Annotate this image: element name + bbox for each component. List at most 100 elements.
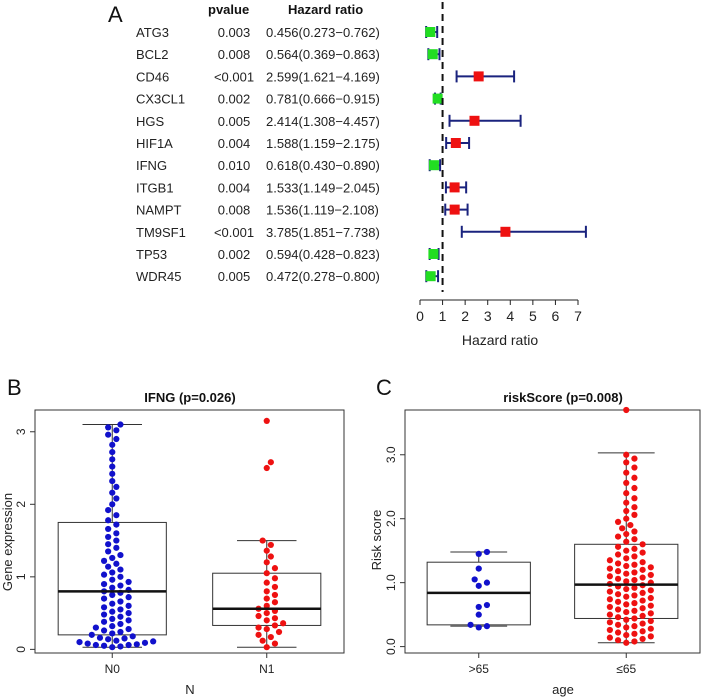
panel-letter-b: B	[7, 375, 22, 400]
box-c-y-tick-label: 3.0	[384, 446, 398, 463]
box-c-data-point	[647, 564, 654, 571]
box-c-data-point	[631, 592, 638, 599]
box-c-data-point	[623, 555, 630, 562]
box-b-data-point	[84, 640, 91, 647]
box-c-data-point	[467, 621, 474, 628]
box-c-data-point	[623, 593, 630, 600]
box-b-data-point	[100, 571, 108, 578]
box-c-data-point	[639, 597, 646, 604]
box-b-data-point	[109, 470, 116, 477]
box-c-data-point	[623, 616, 630, 623]
box-c-y-tick-label: 0.0	[384, 638, 398, 655]
box-c-data-point	[631, 536, 638, 543]
box-c-data-point	[639, 589, 646, 596]
box-c-data-point	[614, 637, 622, 644]
box-c-data-point	[631, 638, 638, 645]
box-b-data-point	[105, 507, 112, 514]
box-c-data-point	[623, 601, 630, 608]
box-b-data-point	[109, 554, 116, 562]
forest-gene-label: CD46	[136, 69, 169, 84]
box-c-data-point	[475, 582, 482, 589]
box-b-data-point	[113, 521, 120, 528]
box-b-data-point	[109, 576, 116, 583]
box-b-data-point	[259, 637, 266, 644]
box-b-data-point	[125, 641, 132, 649]
box-c-data-point	[623, 624, 630, 631]
forest-pvalue: 0.008	[218, 47, 251, 62]
forest-hr-text: 0.456(0.273−0.762)	[266, 25, 380, 40]
box-b-data-point	[263, 617, 270, 624]
forest-point	[428, 160, 439, 171]
box-b-data-point	[113, 530, 120, 537]
box-b-data-point	[113, 637, 120, 644]
box-c-data-point	[614, 551, 622, 558]
box-b-data-point	[271, 575, 279, 582]
box-b-data-point	[88, 631, 95, 638]
box-c-data-point	[606, 596, 613, 603]
box-b-data-point	[125, 578, 132, 586]
box-c-plot-frame	[404, 409, 701, 654]
box-c-data-point	[623, 451, 630, 458]
box-b-data-point	[113, 435, 120, 443]
box-c-data-point	[639, 612, 646, 620]
box-b-data-point	[280, 620, 287, 627]
box-b-data-point	[109, 569, 116, 576]
box-c-data-point	[631, 455, 638, 462]
box-b-data-point	[105, 525, 112, 533]
box-c-data-point	[606, 573, 613, 580]
box-c-data-point	[623, 530, 630, 538]
forest-gene-label: HIF1A	[136, 136, 173, 151]
box-b-data-point	[117, 551, 124, 559]
box-c-data-point	[606, 588, 613, 595]
box-c-data-point	[475, 550, 482, 557]
box-c-y-tick-label: 1.0	[384, 574, 398, 591]
forest-hr-text: 1.588(1.159−2.175)	[266, 136, 380, 151]
box-c-data-point	[631, 545, 638, 552]
box-c-data-point	[631, 464, 638, 471]
forest-point	[473, 71, 484, 82]
box-c-data-point	[623, 515, 630, 522]
box-b-data-point	[109, 441, 116, 448]
box-c-data-point	[631, 607, 638, 614]
box-c-data-point	[631, 528, 638, 535]
box-b-data-point	[113, 427, 120, 434]
box-c-data-point	[631, 511, 638, 518]
box-b-data-point	[271, 565, 279, 572]
box-c-data-point	[623, 570, 630, 577]
box-b-data-point	[92, 641, 99, 649]
box-b-data-point	[271, 583, 279, 591]
box-b-data-point	[263, 579, 270, 586]
box-b-data-point	[267, 541, 274, 549]
box-b-data-point	[105, 517, 112, 524]
box-b-data-point	[150, 638, 157, 645]
box-b-x-tick-label: N1	[259, 662, 275, 676]
forest-x-tick-label: 7	[574, 308, 582, 324]
box-c-data-point	[631, 615, 638, 622]
box-b-data-point	[263, 588, 270, 595]
box-b-data-point	[109, 477, 116, 485]
forest-header-pvalue: pvalue	[208, 2, 249, 17]
box-b-data-point	[76, 639, 83, 646]
box-c-data-point	[623, 469, 630, 476]
box-b-data-point	[129, 633, 136, 640]
box-b-data-point	[100, 604, 108, 611]
box-b-data-point	[121, 635, 128, 642]
box-c-data-point	[647, 571, 654, 579]
forest-point	[469, 115, 480, 126]
forest-gene-label: TM9SF1	[136, 225, 186, 240]
forest-point	[450, 138, 461, 148]
box-c-data-point	[475, 611, 482, 618]
box-b-data-point	[105, 533, 112, 541]
forest-pvalue: 0.005	[218, 269, 251, 284]
box-b-data-point	[263, 559, 270, 566]
box-b-data-point	[105, 431, 112, 438]
box-b-data-point	[92, 624, 99, 631]
forest-x-tick-label: 2	[461, 308, 469, 324]
box-b-data-point	[125, 617, 132, 624]
box-b-y-label: Gene expression	[0, 493, 15, 591]
box-c-data-point	[614, 533, 622, 540]
box-b-data-point	[105, 563, 112, 570]
box-b-data-point	[263, 610, 270, 617]
box-c-data-point	[623, 585, 630, 593]
box-b-x-tick-label: N0	[105, 662, 121, 676]
